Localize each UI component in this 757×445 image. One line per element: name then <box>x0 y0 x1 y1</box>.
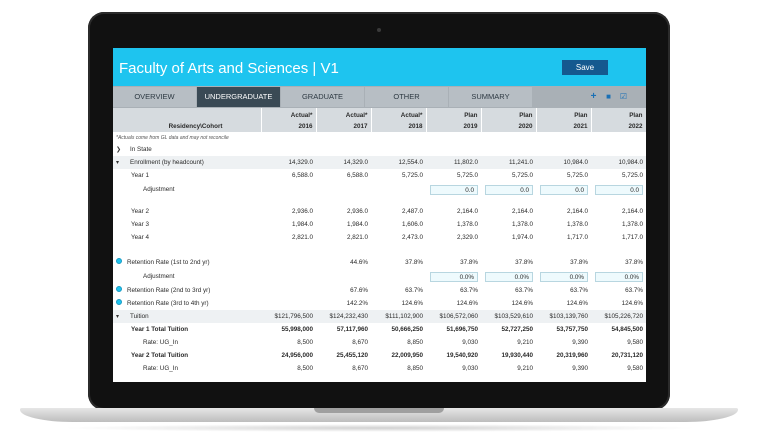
col-year: 2017 <box>316 120 372 132</box>
adjustment-input[interactable]: 0.0% <box>485 271 533 282</box>
adjustment-input[interactable]: 0.0% <box>595 271 643 282</box>
col-type: Plan <box>591 108 646 120</box>
adjustment-input[interactable]: 0.0% <box>540 271 588 282</box>
save-button[interactable]: Save <box>562 60 608 75</box>
folder-icon[interactable]: ■ <box>606 92 611 101</box>
col-type: Plan <box>536 108 592 120</box>
page-title: Faculty of Arts and Sciences | V1 <box>119 60 339 77</box>
col-type: Actual* <box>371 108 427 120</box>
retention-dot-icon[interactable] <box>116 286 122 293</box>
table-row-rate: Rate: UG_In 8,500 8,670 8,850 9,030 9,21… <box>143 365 643 372</box>
laptop-shadow <box>60 424 700 432</box>
table-row-year3: Year 3 1,984.0 1,984.0 1,606.0 1,378.0 1… <box>131 221 643 228</box>
table-row-retention-1-2: Retention Rate (1st to 2nd yr) 44.6% 37.… <box>113 256 646 269</box>
col-type: Actual* <box>316 108 372 120</box>
col-type: Actual* <box>261 108 317 120</box>
retention-dot-icon[interactable] <box>116 258 122 265</box>
table-row-year4: Year 4 2,821.0 2,821.0 2,473.0 2,329.0 1… <box>131 234 643 241</box>
table-row-tuition: ▾ Tuition $121,796,500 $124,232,430 $111,… <box>113 310 646 323</box>
table-row-year1: Year 1 6,588.0 6,588.0 5,725.0 5,725.0 5… <box>131 172 643 179</box>
table-row-adjustment: Adjustment 0.0 0.0 0.0 0.0 <box>113 182 646 197</box>
residency-cohort-header: Residency\Cohort <box>113 120 262 132</box>
chevron-down-icon[interactable]: ❯ <box>116 147 122 153</box>
group-label: In State <box>130 146 152 153</box>
laptop-notch <box>314 408 444 413</box>
app-screen: Faculty of Arts and Sciences | V1 Save O… <box>113 48 646 382</box>
header-row-year: Residency\Cohort 2016 2017 2018 2019 202… <box>113 120 646 132</box>
caret-down-icon[interactable]: ▾ <box>116 314 120 320</box>
table-row-retention-2-3: Retention Rate (2nd to 3rd yr) 67.6% 63.… <box>113 284 646 297</box>
actuals-note-row: *Actuals come from GL data and may not r… <box>113 132 646 143</box>
table-row-year2: Year 2 2,936.0 2,936.0 2,487.0 2,164.0 2… <box>131 208 643 215</box>
table-row-rate: Rate: UG_In 8,500 8,670 8,850 9,030 9,21… <box>143 339 643 346</box>
tab-graduate[interactable]: GRADUATE <box>281 87 364 107</box>
header-row-type: Actual* Actual* Actual* Plan Plan Plan P… <box>113 108 646 120</box>
group-row-in-state[interactable]: ❯ In State <box>113 143 646 156</box>
adjustment-input[interactable]: 0.0 <box>595 184 643 195</box>
col-year: 2022 <box>591 120 646 132</box>
adjustment-input[interactable]: 0.0 <box>485 184 533 195</box>
app-header: Faculty of Arts and Sciences | V1 Save <box>113 48 646 86</box>
col-type: Plan <box>481 108 537 120</box>
col-year: 2019 <box>426 120 482 132</box>
table-row-year2-total-tuition: Year 2 Total Tuition 24,956,000 25,455,1… <box>131 352 643 359</box>
col-year: 2021 <box>536 120 592 132</box>
adjustment-input[interactable]: 0.0 <box>540 184 588 195</box>
retention-dot-icon[interactable] <box>116 299 122 306</box>
table-row-adjustment: Adjustment 0.0% 0.0% 0.0% 0.0% <box>113 269 646 284</box>
tab-summary[interactable]: SUMMARY <box>449 87 532 107</box>
camera-icon <box>377 28 381 32</box>
table-row-year1-total-tuition: Year 1 Total Tuition 55,998,000 57,117,9… <box>131 326 643 333</box>
col-year: 2020 <box>481 120 537 132</box>
tab-bar: OVERVIEW UNDERGRADUATE GRADUATE OTHER SU… <box>113 86 646 108</box>
actuals-note: *Actuals come from GL data and may not r… <box>116 134 229 141</box>
add-icon[interactable]: + <box>590 91 597 102</box>
tab-toolbar: + ■ ☑ <box>589 92 628 102</box>
adjustment-input[interactable]: 0.0 <box>430 184 478 195</box>
table-row-enrollment: ▾ Enrollment (by headcount) 14,329.0 14,3… <box>113 156 646 169</box>
adjustment-input[interactable]: 0.0% <box>430 271 478 282</box>
col-type: Plan <box>426 108 482 120</box>
tab-other[interactable]: OTHER <box>365 87 448 107</box>
table-row-retention-3-4: Retention Rate (3rd to 4th yr) 142.2% 12… <box>113 297 646 310</box>
laptop-base <box>20 408 738 422</box>
tab-undergraduate[interactable]: UNDERGRADUATE <box>197 87 280 107</box>
col-year: 2016 <box>261 120 317 132</box>
checkbox-icon[interactable]: ☑ <box>619 92 628 101</box>
tab-overview[interactable]: OVERVIEW <box>113 87 196 107</box>
caret-down-icon[interactable]: ▾ <box>116 160 120 166</box>
col-year: 2018 <box>371 120 427 132</box>
data-grid: Actual* Actual* Actual* Plan Plan Plan P… <box>113 108 646 375</box>
